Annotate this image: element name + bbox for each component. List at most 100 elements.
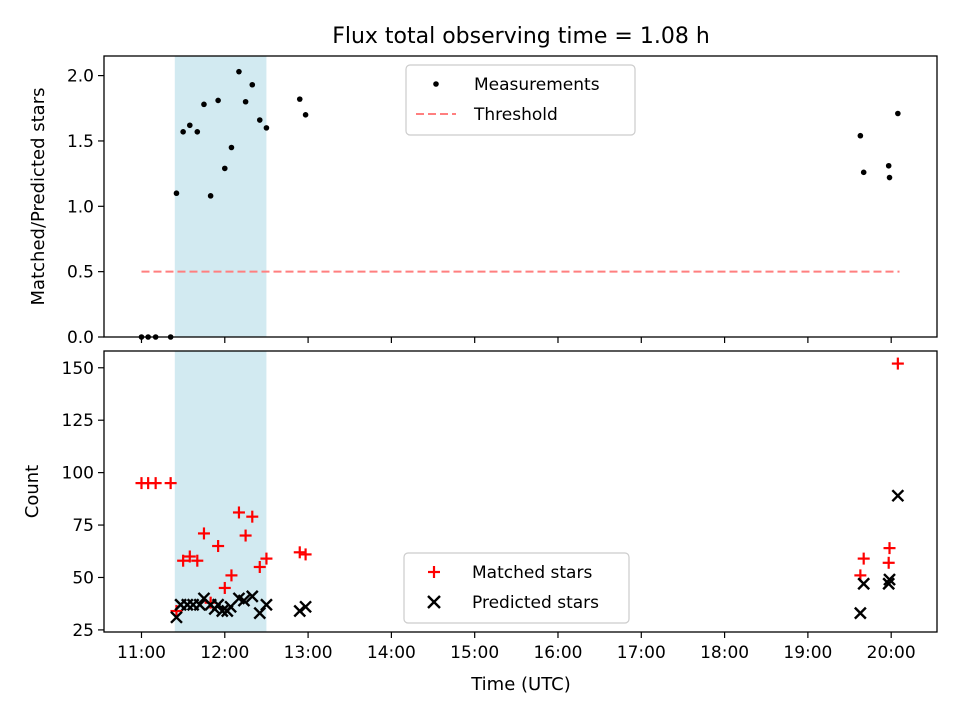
measurement-point — [242, 98, 249, 105]
matched-star-point — [246, 510, 259, 523]
matched-star-point — [882, 556, 895, 569]
matched-star-point — [857, 552, 870, 565]
highlight-span — [174, 351, 267, 632]
y-tick-label: 75 — [72, 516, 94, 536]
y-tick-label: 25 — [72, 621, 94, 641]
predicted-star-point — [260, 598, 273, 612]
matched-star-point — [177, 554, 190, 567]
measurement-point — [857, 132, 864, 139]
predicted-star-point — [253, 606, 267, 620]
legend-label: Predicted stars — [472, 593, 599, 613]
measurement-point — [180, 129, 186, 135]
measurement-point — [201, 101, 207, 108]
matched-star-point — [183, 550, 196, 563]
measurement-point — [221, 165, 228, 172]
y-tick-label: 1.0 — [67, 197, 94, 217]
matched-star-point — [212, 540, 225, 553]
legend-frame — [405, 64, 636, 136]
matched-star-point — [232, 506, 245, 519]
matched-star-point — [149, 477, 162, 490]
x-tick-label: 12:00 — [200, 643, 249, 663]
series-matched-stars — [135, 357, 904, 618]
predicted-star-point — [854, 606, 867, 620]
matched-star-point — [225, 569, 238, 582]
y-tick-label: 0.0 — [67, 328, 94, 348]
x-tick-label: 11:00 — [117, 643, 166, 663]
measurement-point — [173, 190, 180, 197]
legend-marker-dot — [433, 81, 439, 87]
predicted-star-point — [882, 577, 896, 591]
measurement-point — [263, 125, 270, 131]
legend: Measurements Threshold — [405, 64, 636, 136]
measurement-point — [302, 112, 309, 118]
legend-label: Matched stars — [472, 563, 592, 583]
y-tick-label: 125 — [62, 411, 94, 431]
predicted-star-point — [857, 577, 871, 591]
matched-star-point — [260, 552, 273, 565]
legend-marker-plus — [428, 566, 440, 578]
highlight-span — [174, 56, 267, 337]
ratio-panel: 0.0 0.5 1.0 1.5 2.0 Matched/Predicted stars Me… — [28, 55, 938, 348]
predicted-star-point — [883, 573, 896, 586]
predicted-star-point — [211, 598, 225, 612]
axes-frame — [103, 55, 938, 338]
legend: Matched stars Predicted stars — [403, 552, 630, 624]
predicted-star-point — [193, 598, 207, 612]
y-tick-label: 2.0 — [67, 67, 94, 87]
y-tick-label: 150 — [62, 359, 94, 379]
y-axis-label: Count — [22, 465, 43, 518]
matched-star-point — [218, 581, 231, 594]
matched-star-point — [891, 357, 904, 370]
matched-star-point — [170, 605, 183, 618]
x-tick-label: 13:00 — [284, 643, 333, 663]
count-panel: 25 50 75 100 125 150 11:00 12:00 13:00 14:00 15:00… — [22, 350, 938, 663]
measurement-point — [895, 110, 901, 117]
measurement-point — [194, 129, 201, 135]
measurement-point — [207, 193, 214, 199]
measurement-point — [249, 81, 256, 88]
measurement-point — [256, 117, 263, 123]
matched-star-point — [191, 554, 204, 567]
x-axis-label: Time (UTC) — [470, 674, 571, 695]
chart-title: Flux total observing time = 1.08 h — [332, 24, 710, 49]
x-tick-label: 20:00 — [867, 643, 916, 663]
x-tick-label: 18:00 — [700, 643, 749, 663]
matched-star-point — [299, 548, 312, 561]
matched-star-point — [293, 546, 306, 559]
predicted-star-point — [299, 600, 312, 614]
series-predicted-stars — [170, 489, 905, 624]
axes-frame — [103, 350, 938, 633]
measurement-point — [236, 68, 242, 75]
measurement-point — [885, 162, 892, 169]
predicted-star-point — [245, 590, 259, 603]
predicted-star-point — [215, 604, 229, 618]
measurement-point — [296, 96, 303, 102]
measurement-point — [186, 122, 193, 129]
legend-label: Measurements — [474, 75, 600, 95]
y-tick-label: 100 — [62, 464, 94, 484]
predicted-star-point — [237, 594, 251, 607]
measurement-point — [886, 174, 893, 181]
y-tick-label: 50 — [72, 568, 94, 588]
legend-frame — [403, 552, 630, 624]
predicted-star-point — [891, 489, 905, 503]
matched-star-point — [239, 529, 252, 542]
matched-star-point — [883, 542, 896, 555]
x-tick-label: 15:00 — [450, 643, 499, 663]
measurement-point — [860, 169, 867, 176]
y-tick-label: 1.5 — [67, 132, 94, 152]
matched-star-point — [253, 560, 266, 573]
legend-marker-x — [427, 595, 441, 609]
x-tick-label: 17:00 — [617, 643, 666, 663]
x-tick-label: 19:00 — [783, 643, 832, 663]
x-tick-label: 14:00 — [367, 643, 416, 663]
matched-star-point — [164, 477, 177, 490]
x-tick-label: 16:00 — [533, 643, 582, 663]
y-tick-label: 0.5 — [67, 263, 94, 283]
y-axis-label: Matched/Predicted stars — [28, 88, 49, 306]
legend-label: Threshold — [473, 105, 558, 125]
measurement-point — [215, 97, 221, 104]
measurement-point — [228, 144, 235, 151]
matched-star-point — [197, 527, 210, 540]
